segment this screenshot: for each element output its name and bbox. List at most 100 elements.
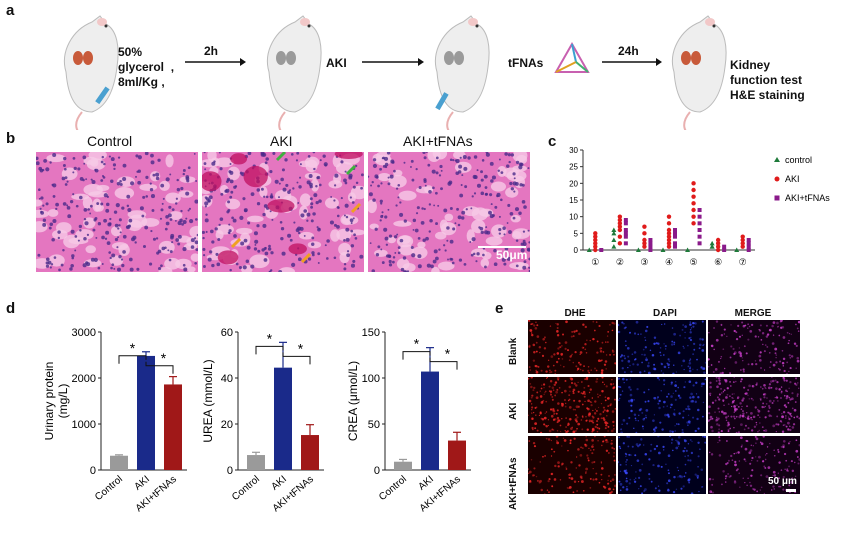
scatter-point-aki-tfnas bbox=[648, 248, 653, 252]
scatter-point-aki bbox=[617, 227, 623, 233]
scatter-x-tick-label: ⑤ bbox=[690, 257, 698, 267]
bar-x-tick-label: Control bbox=[93, 474, 125, 503]
he-title-aki: AKI bbox=[270, 133, 293, 149]
scatter-point-control bbox=[734, 247, 740, 252]
scatter-point-aki bbox=[691, 194, 696, 199]
bar-y-tick-label: 0 bbox=[90, 465, 96, 477]
scatter-point-aki bbox=[740, 237, 745, 243]
sig-bracket bbox=[118, 355, 147, 364]
scatter-point-aki bbox=[617, 221, 623, 226]
he-image-aki bbox=[202, 152, 364, 272]
bar-y-tick-label: 150 bbox=[362, 327, 380, 339]
fl-col-dhe: DHE bbox=[564, 308, 586, 319]
scatter-point-aki-tfnas bbox=[697, 228, 702, 232]
scatter-point-control bbox=[611, 244, 617, 249]
scatter-point-aki bbox=[617, 224, 623, 229]
bar-y-tick-label: 2000 bbox=[72, 373, 96, 385]
scatter-point-aki bbox=[593, 237, 598, 243]
sig-star: * bbox=[130, 340, 136, 356]
step2-label: AKI bbox=[326, 56, 347, 70]
bar bbox=[110, 455, 128, 470]
scatter-x-tick-label: ② bbox=[616, 257, 624, 267]
scatter-point-control bbox=[611, 230, 617, 236]
scatter-point-aki bbox=[740, 234, 745, 239]
final-text: Kidney function test H&E staining bbox=[730, 58, 805, 103]
scatter-point-aki bbox=[617, 214, 623, 219]
fl-blank-merge bbox=[708, 320, 800, 374]
bar bbox=[448, 440, 466, 470]
fl-row-blank: Blank bbox=[508, 337, 519, 365]
fl-aki-merge bbox=[708, 377, 800, 433]
scatter-point-aki-tfnas bbox=[673, 231, 677, 236]
bar bbox=[137, 355, 155, 470]
legend-marker-aki-tfnas bbox=[774, 195, 780, 201]
scatter-point-aki-tfnas bbox=[648, 244, 653, 249]
bar-y-tick-label: 1000 bbox=[72, 419, 96, 431]
scatter-point-aki-tfnas bbox=[648, 241, 653, 246]
scatter-point-aki-tfnas bbox=[746, 248, 751, 252]
fl-aki-dhe bbox=[528, 377, 616, 433]
fl-col-dapi: DAPI bbox=[653, 308, 677, 319]
scatter-x-tick-label: ⑥ bbox=[714, 257, 722, 267]
panel-d-label: d bbox=[6, 300, 16, 317]
fl-col-merge: MERGE bbox=[734, 308, 772, 319]
mouse-icon bbox=[434, 15, 491, 130]
scatter-point-control bbox=[709, 240, 715, 246]
sig-star: * bbox=[298, 340, 304, 356]
scatter-point-aki bbox=[666, 214, 672, 219]
scatter-x-tick-label: ⑦ bbox=[739, 257, 747, 267]
panel-b-label: b bbox=[6, 130, 16, 147]
fl-row-aki-tfnas: AKI+tFNAs bbox=[508, 457, 519, 510]
sig-bracket bbox=[255, 345, 284, 355]
scatter-point-control bbox=[611, 227, 617, 232]
bar-chart-urinary-protein: 0 1000 2000 3000 Urinary protein(mg/L) Contro… bbox=[45, 327, 187, 514]
mouse-icon bbox=[63, 15, 120, 130]
bar-y-axis-title: Urinary protein bbox=[45, 362, 56, 441]
step3-label: tFNAs bbox=[508, 56, 544, 70]
scatter-point-aki-tfnas bbox=[623, 234, 628, 239]
bar bbox=[301, 435, 319, 470]
legend-label: AKI bbox=[785, 174, 800, 184]
fl-aki-dapi bbox=[618, 377, 706, 433]
scatter-point-control bbox=[635, 247, 641, 252]
scatter-point-aki bbox=[642, 224, 647, 229]
scatter-point-aki-tfnas bbox=[623, 231, 628, 236]
final-line-3: H&E staining bbox=[730, 88, 805, 102]
fl-scale-label: 50 μm bbox=[768, 476, 797, 487]
sig-star: * bbox=[267, 330, 273, 346]
scatter-point-aki-tfnas bbox=[746, 238, 751, 242]
fl-row-aki: AKI bbox=[508, 402, 519, 420]
scale-bar bbox=[478, 246, 526, 248]
scatter-point-aki bbox=[593, 234, 598, 239]
scatter-point-aki-tfnas bbox=[697, 221, 702, 226]
panel-a-schematic bbox=[63, 15, 728, 130]
scatter-point-aki bbox=[617, 234, 623, 239]
bar-x-tick-label: Control bbox=[377, 474, 409, 503]
fl-scale-bar bbox=[786, 489, 796, 492]
tetrahedron-icon bbox=[554, 41, 590, 73]
sig-bracket bbox=[429, 357, 458, 370]
fl-tfnas-dapi bbox=[618, 436, 706, 494]
sig-star: * bbox=[414, 336, 420, 352]
sig-star: * bbox=[161, 350, 167, 366]
scatter-y-tick-label: 15 bbox=[569, 196, 578, 205]
scatter-point-aki bbox=[740, 244, 745, 249]
panel-e-label: e bbox=[495, 300, 504, 317]
scatter-point-aki bbox=[666, 237, 672, 243]
scatter-point-aki bbox=[666, 244, 672, 249]
bar-y-tick-label: 0 bbox=[374, 465, 380, 477]
scatter-point-aki bbox=[691, 207, 696, 213]
scatter-point-aki-tfnas bbox=[697, 208, 702, 212]
bar-y-tick-label: 40 bbox=[221, 373, 233, 385]
scatter-point-aki bbox=[691, 214, 696, 219]
fl-blank-dapi bbox=[618, 320, 706, 374]
bar-y-axis-title: CREA (μmol/L) bbox=[346, 361, 360, 441]
scatter-point-aki bbox=[642, 231, 647, 236]
scatter-point-aki-tfnas bbox=[746, 241, 751, 246]
bar bbox=[421, 371, 439, 470]
scatter-point-aki-tfnas bbox=[673, 234, 677, 239]
bar-x-tick-label: Control bbox=[230, 474, 262, 503]
scatter-point-aki-tfnas bbox=[673, 228, 677, 232]
scatter-y-tick-label: 25 bbox=[569, 163, 578, 172]
